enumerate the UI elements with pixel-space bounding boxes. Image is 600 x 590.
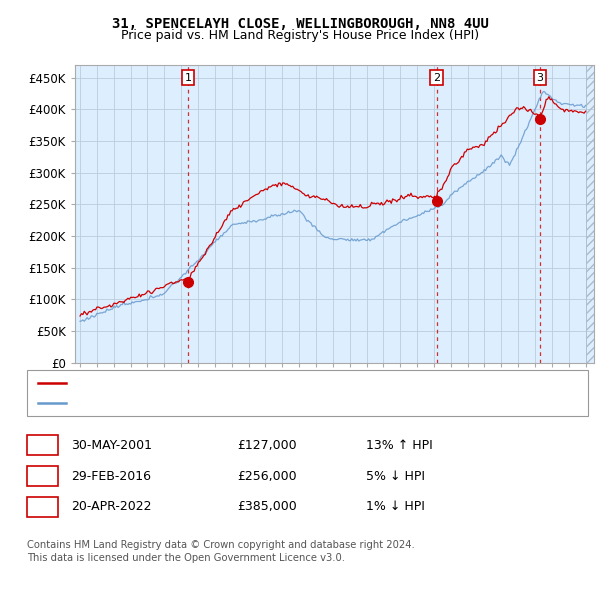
Text: Contains HM Land Registry data © Crown copyright and database right 2024.: Contains HM Land Registry data © Crown c… <box>27 540 415 550</box>
Text: 1: 1 <box>38 439 47 452</box>
Text: 31, SPENCELAYH CLOSE, WELLINGBOROUGH, NN8 4UU (detached house): 31, SPENCELAYH CLOSE, WELLINGBOROUGH, NN… <box>73 378 482 388</box>
Text: 2: 2 <box>38 470 47 483</box>
Text: £256,000: £256,000 <box>237 470 296 483</box>
Text: HPI: Average price, detached house, North Northamptonshire: HPI: Average price, detached house, Nort… <box>73 398 416 408</box>
Text: 31, SPENCELAYH CLOSE, WELLINGBOROUGH, NN8 4UU: 31, SPENCELAYH CLOSE, WELLINGBOROUGH, NN… <box>112 17 488 31</box>
Text: £385,000: £385,000 <box>237 500 297 513</box>
Text: 30-MAY-2001: 30-MAY-2001 <box>71 439 152 452</box>
Text: 13% ↑ HPI: 13% ↑ HPI <box>366 439 433 452</box>
Text: 29-FEB-2016: 29-FEB-2016 <box>71 470 151 483</box>
Text: 5% ↓ HPI: 5% ↓ HPI <box>366 470 425 483</box>
Text: Price paid vs. HM Land Registry's House Price Index (HPI): Price paid vs. HM Land Registry's House … <box>121 30 479 42</box>
Text: 1% ↓ HPI: 1% ↓ HPI <box>366 500 425 513</box>
Text: 20-APR-2022: 20-APR-2022 <box>71 500 151 513</box>
Text: £127,000: £127,000 <box>237 439 296 452</box>
Text: 3: 3 <box>536 73 544 83</box>
Text: This data is licensed under the Open Government Licence v3.0.: This data is licensed under the Open Gov… <box>27 553 345 563</box>
Text: 3: 3 <box>38 500 47 513</box>
Text: 1: 1 <box>185 73 191 83</box>
Text: 2: 2 <box>433 73 440 83</box>
